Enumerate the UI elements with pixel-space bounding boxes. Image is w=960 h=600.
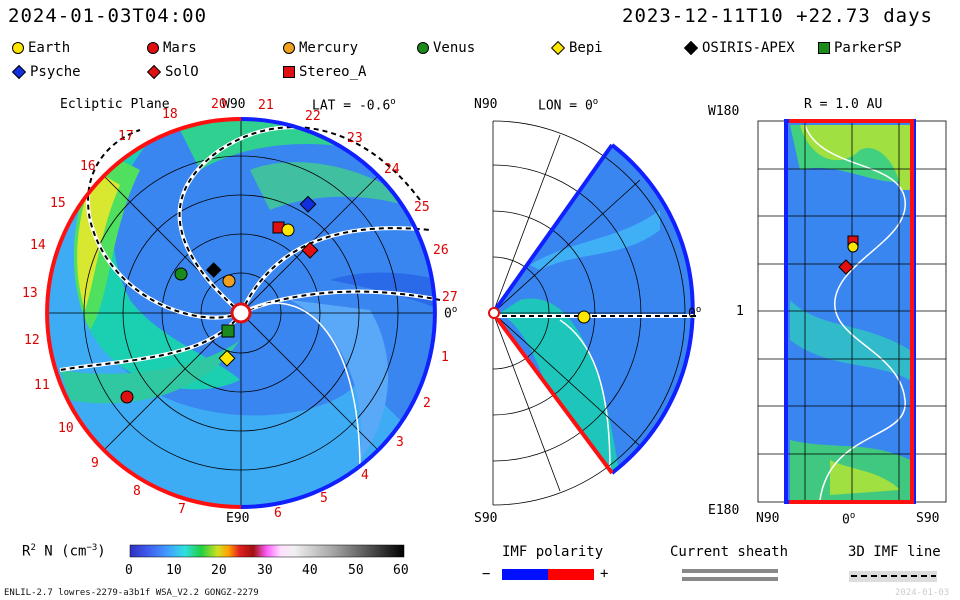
- footer-right: 2024-01-03: [895, 588, 950, 598]
- venus-icon: [417, 42, 429, 54]
- legend-item: Bepi: [550, 40, 603, 56]
- carrington-label: 8: [133, 484, 141, 499]
- n90-label: N90: [474, 97, 498, 112]
- w90-label: W90: [222, 97, 246, 112]
- ecl-zero-label: 0o: [444, 305, 458, 322]
- carrington-label: 11: [34, 378, 50, 393]
- legend-item: Mars: [147, 40, 197, 56]
- w180-label: W180: [708, 104, 740, 119]
- colorbar-tick: 0: [125, 563, 133, 578]
- colorbar-tick: 60: [393, 563, 409, 578]
- surface-map: [757, 119, 947, 504]
- mercury-icon: [283, 42, 295, 54]
- solo-marker-map: [838, 259, 854, 275]
- venus-marker: [174, 267, 188, 281]
- carrington-label: 9: [91, 456, 99, 471]
- sheath-line: [682, 569, 778, 573]
- earth-icon: [12, 42, 24, 54]
- colorbar-tick: 20: [211, 563, 227, 578]
- imf-negative: [502, 569, 548, 580]
- earth-marker-meridional: [577, 310, 591, 324]
- surface-zero: 0o: [842, 511, 856, 528]
- mars-icon: [147, 42, 159, 54]
- carrington-label: 18: [162, 107, 178, 122]
- colorbar: [129, 544, 405, 558]
- solo-marker: [301, 241, 319, 259]
- parker-marker: [221, 324, 235, 338]
- carrington-label: 17: [118, 129, 134, 144]
- colorbar-tick: 30: [257, 563, 273, 578]
- legend-item: Mercury: [283, 40, 358, 56]
- lat-label: LAT = -0.6o: [312, 97, 396, 114]
- footer-left: ENLIL-2.7 lowres-2279-a3b1f WSA_V2.2 GON…: [4, 588, 259, 598]
- right-date: 2023-12-11T10 +22.73 days: [622, 5, 933, 27]
- mer-zero-label: 0o: [688, 305, 702, 322]
- carrington-label: 13: [22, 286, 38, 301]
- surface-s90: S90: [916, 511, 940, 526]
- colorbar-label: R2 N (cm−3): [22, 543, 106, 560]
- carrington-label: 24: [384, 162, 400, 177]
- mars-marker: [120, 390, 134, 404]
- surface-mid-label: 1: [736, 304, 744, 319]
- legend-item: SolO: [146, 64, 199, 80]
- legend-item: Psyche: [11, 64, 81, 80]
- left-date: 2024-01-03T04:00: [8, 5, 208, 27]
- carrington-label: 7: [178, 502, 186, 517]
- parker-icon: [818, 42, 830, 54]
- imf-polarity-title: IMF polarity: [502, 544, 604, 560]
- ecliptic-plot: [45, 117, 441, 509]
- surface-title: R = 1.0 AU: [804, 97, 883, 112]
- carrington-label: 2: [423, 396, 431, 411]
- legend-item: OSIRIS-APEX: [683, 40, 795, 56]
- colorbar-tick: 10: [166, 563, 182, 578]
- stereo-a-icon: [283, 66, 295, 78]
- e180-label: E180: [708, 503, 740, 518]
- bepi-marker: [218, 349, 236, 367]
- carrington-label: 15: [50, 196, 66, 211]
- psyche-marker: [299, 195, 317, 213]
- imf-plus: +: [600, 566, 609, 582]
- colorbar-tick: 40: [302, 563, 318, 578]
- legend-item: ParkerSP: [818, 40, 901, 56]
- mercury-marker: [222, 274, 236, 288]
- earth-marker: [281, 223, 295, 237]
- carrington-label: 22: [305, 109, 321, 124]
- colorbar-tick: 50: [348, 563, 364, 578]
- legend-item: Stereo_A: [283, 64, 366, 80]
- carrington-label: 12: [24, 333, 40, 348]
- carrington-label: 10: [58, 421, 74, 436]
- e90-label: E90: [226, 511, 250, 526]
- earth-marker-map: [847, 241, 859, 253]
- carrington-label: 3: [396, 435, 404, 450]
- legend-item: Venus: [417, 40, 475, 56]
- carrington-label: 6: [274, 506, 282, 521]
- carrington-label: 26: [433, 243, 449, 258]
- carrington-label: 25: [414, 200, 430, 215]
- carrington-label: 20: [211, 97, 227, 112]
- carrington-label: 14: [30, 238, 46, 253]
- carrington-label: 23: [347, 131, 363, 146]
- meridional-plot: [488, 120, 700, 506]
- imf3d-title: 3D IMF line: [848, 544, 941, 560]
- lon-label: LON = 0o: [538, 97, 599, 114]
- current-sheath-title: Current sheath: [670, 544, 789, 560]
- carrington-label: 1: [441, 350, 449, 365]
- surface-n90: N90: [756, 511, 780, 526]
- imf-positive: [548, 569, 594, 580]
- carrington-label: 16: [80, 159, 96, 174]
- s90-label: S90: [474, 511, 498, 526]
- carrington-label: 27: [442, 290, 458, 305]
- carrington-label: 5: [320, 491, 328, 506]
- carrington-label: 4: [361, 468, 369, 483]
- imf-minus: −: [482, 566, 491, 582]
- osiris-apex-marker: [205, 262, 222, 278]
- carrington-label: 21: [258, 98, 274, 113]
- legend-item: Earth: [12, 40, 70, 56]
- ecliptic-title: Ecliptic Plane: [60, 97, 170, 112]
